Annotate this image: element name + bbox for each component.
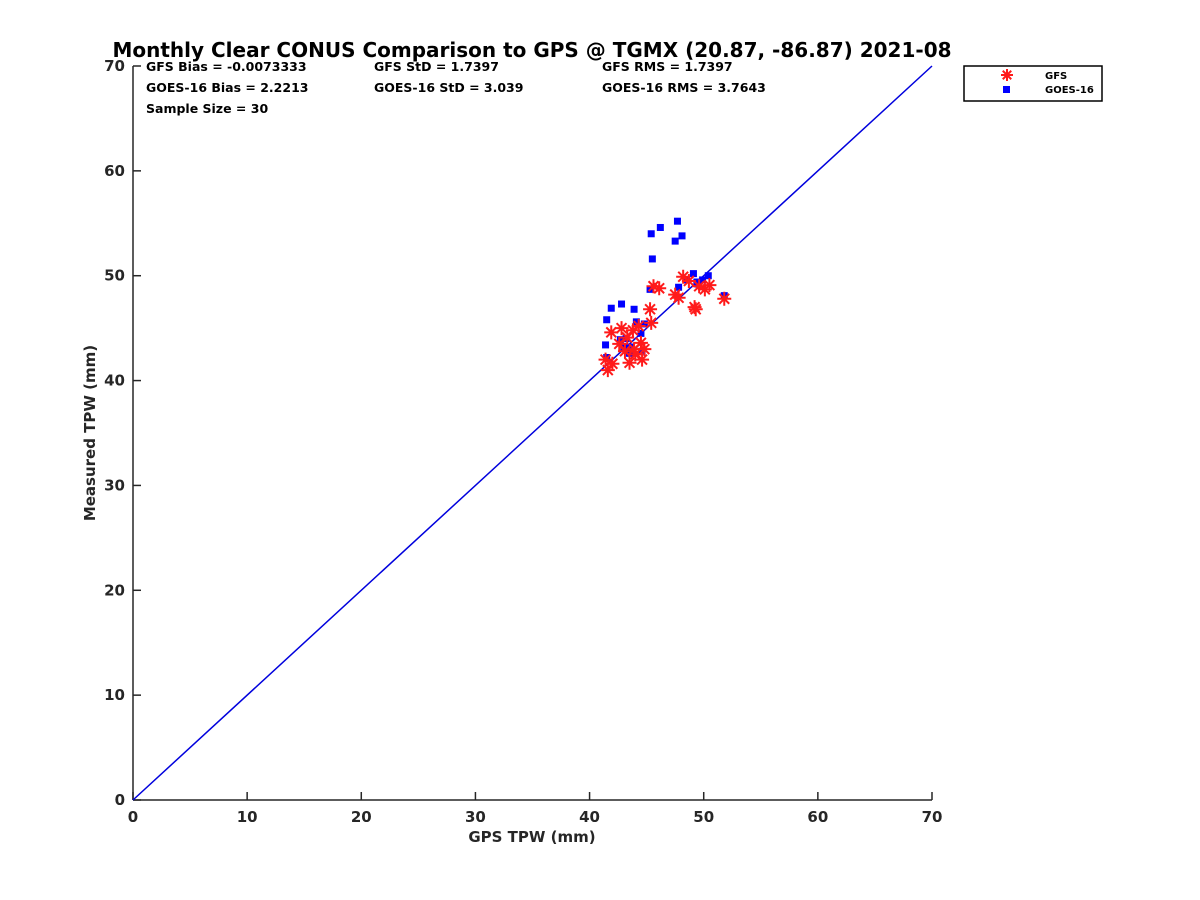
stat-goes-rms: GOES-16 RMS = 3.7643 xyxy=(602,80,766,95)
gfs-point xyxy=(628,347,643,362)
x-tick-label: 70 xyxy=(922,808,943,826)
gfs-point xyxy=(604,325,619,340)
goes16-point xyxy=(678,232,686,240)
legend-goes16-marker xyxy=(1003,86,1010,93)
stat-goes-bias: GOES-16 Bias = 2.2213 xyxy=(146,80,308,95)
gfs-point xyxy=(646,279,661,294)
gfs-point xyxy=(681,273,696,288)
stat-goes-std: GOES-16 StD = 3.039 xyxy=(374,80,523,95)
gfs-point xyxy=(652,281,667,296)
gfs-point xyxy=(676,269,691,284)
y-tick-label: 30 xyxy=(104,476,125,494)
goes16-point xyxy=(630,305,638,313)
goes16-point xyxy=(689,270,697,278)
one-to-one-line xyxy=(132,65,933,801)
x-tick-label: 40 xyxy=(579,808,600,826)
goes16-point xyxy=(607,304,615,312)
gfs-point xyxy=(692,279,707,294)
goes16-point xyxy=(648,255,656,263)
goes16-point xyxy=(704,272,712,280)
chart-title: Monthly Clear CONUS Comparison to GPS @ … xyxy=(112,38,951,62)
y-tick-label: 60 xyxy=(104,162,125,180)
legend-gfs-marker xyxy=(1001,69,1013,81)
legend-box xyxy=(963,65,1103,102)
gfs-point xyxy=(598,352,613,367)
gfs-point xyxy=(631,319,646,334)
goes16-point xyxy=(640,320,648,328)
legend-goes16-label: GOES-16 xyxy=(1045,85,1094,96)
goes16-point xyxy=(647,230,655,238)
goes16-point xyxy=(656,223,664,231)
gfs-point xyxy=(671,290,686,305)
goes16-point xyxy=(632,318,640,326)
goes16-point xyxy=(603,316,611,324)
y-tick-label: 0 xyxy=(115,791,125,809)
goes16-point xyxy=(693,278,701,286)
x-tick-label: 30 xyxy=(465,808,486,826)
gfs-point xyxy=(688,302,703,317)
stat-gfs-std: GFS StD = 1.7397 xyxy=(374,59,499,74)
y-axis-label: Measured TPW (mm) xyxy=(81,345,99,521)
gfs-point xyxy=(644,315,659,330)
gfs-point xyxy=(635,352,650,367)
legend-gfs-asterisk xyxy=(1001,69,1013,81)
legend: GFS GOES-16 xyxy=(963,65,1103,102)
stats-block: GFS Bias = -0.0073333 GFS StD = 1.7397 G… xyxy=(146,59,766,116)
gfs-point xyxy=(617,344,632,359)
goes16-point xyxy=(616,336,624,344)
gfs-point xyxy=(605,356,620,371)
x-tick-label: 10 xyxy=(237,808,258,826)
gfs-point xyxy=(622,355,637,370)
gfs-point xyxy=(627,342,642,357)
goes16-point xyxy=(620,343,628,351)
y-tick-label: 50 xyxy=(104,267,125,285)
gfs-point xyxy=(614,321,629,336)
y-tick-label: 10 xyxy=(104,686,125,704)
x-tick-label: 0 xyxy=(128,808,138,826)
goes16-point xyxy=(637,329,645,337)
legend-gfs-label: GFS xyxy=(1045,71,1067,82)
x-tick-label: 50 xyxy=(693,808,714,826)
x-tick-label: 20 xyxy=(351,808,372,826)
gfs-point xyxy=(600,363,615,378)
x-tick-label: 60 xyxy=(807,808,828,826)
y-tick-label: 40 xyxy=(104,372,125,390)
gfs-point xyxy=(633,335,648,350)
gfs-point xyxy=(620,330,635,345)
gfs-point xyxy=(643,302,658,317)
gfs-point xyxy=(717,291,732,306)
x-axis-label: GPS TPW (mm) xyxy=(468,828,595,846)
goes16-point xyxy=(602,341,610,349)
plot-area: 0 10 20 30 40 50 60 70 0 10 20 30 40 50 60 70 xyxy=(104,57,942,826)
y-tick-label: 20 xyxy=(104,581,125,599)
y-tick-label: 70 xyxy=(104,57,125,75)
stat-gfs-rms: GFS RMS = 1.7397 xyxy=(602,59,733,74)
gfs-point xyxy=(702,278,717,293)
gfs-point xyxy=(625,323,640,338)
gfs-point xyxy=(637,342,652,357)
gfs-point xyxy=(612,336,627,351)
goes16-point xyxy=(618,300,626,308)
goes16-point xyxy=(671,237,679,245)
goes16-point xyxy=(699,276,707,284)
stat-gfs-bias: GFS Bias = -0.0073333 xyxy=(146,59,307,74)
stat-sample-size: Sample Size = 30 xyxy=(146,101,268,116)
goes16-point xyxy=(675,283,683,291)
goes16-point xyxy=(673,217,681,225)
